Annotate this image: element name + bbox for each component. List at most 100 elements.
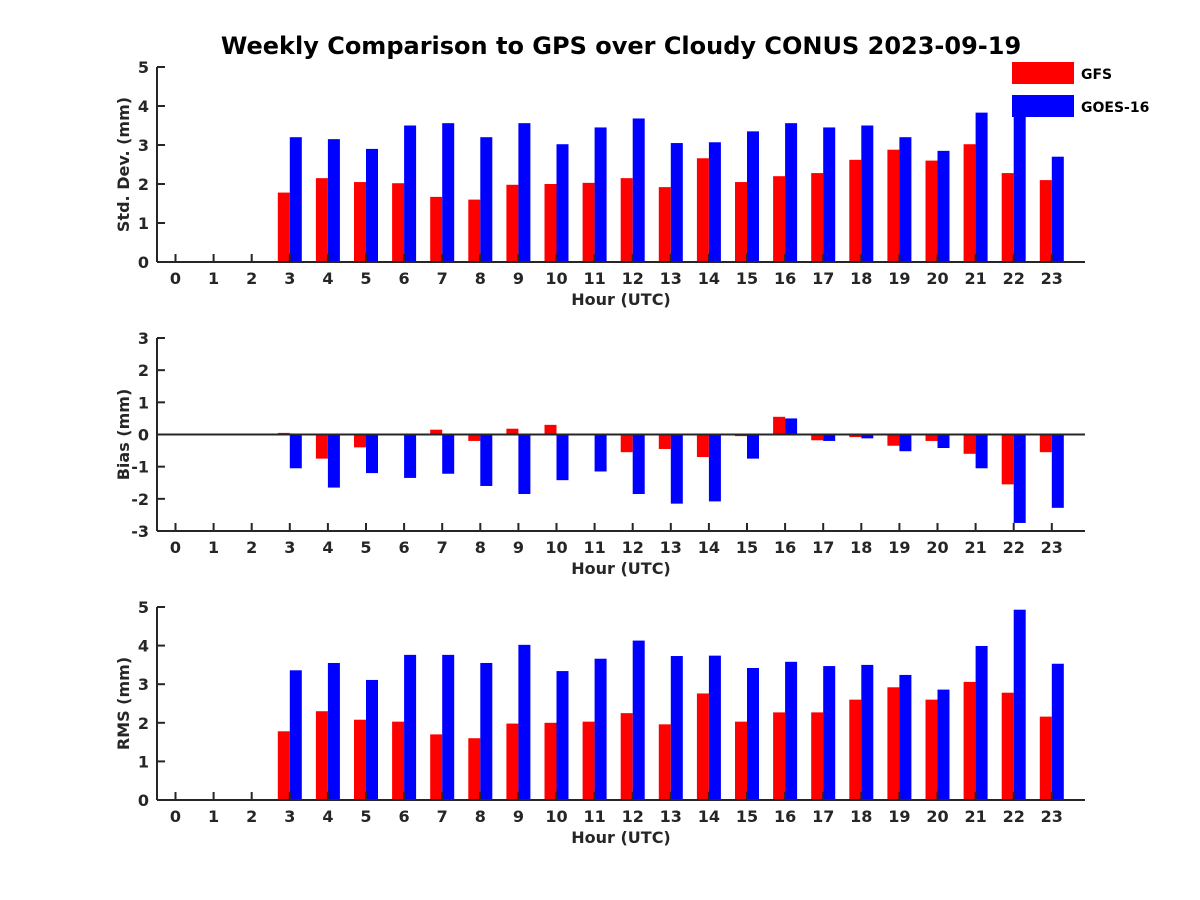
bar-gfs-hour-7 bbox=[430, 429, 443, 435]
bar-goes-16-hour-20 bbox=[937, 150, 950, 262]
x-tick-label: 8 bbox=[475, 269, 486, 288]
x-tick-label: 21 bbox=[964, 807, 986, 826]
bar-goes-16-hour-22 bbox=[1013, 434, 1026, 523]
legend-label-goes-16: GOES-16 bbox=[1081, 100, 1149, 116]
x-tick-label: 20 bbox=[926, 269, 948, 288]
bar-gfs-hour-3 bbox=[277, 192, 290, 262]
x-tick-label: 22 bbox=[1003, 538, 1025, 557]
x-tick-label: 18 bbox=[850, 538, 872, 557]
bar-gfs-hour-23 bbox=[1039, 434, 1052, 453]
x-tick-label: 11 bbox=[583, 269, 605, 288]
bar-goes-16-hour-6 bbox=[404, 125, 417, 262]
bar-gfs-hour-5 bbox=[354, 719, 366, 800]
bar-gfs-hour-21 bbox=[963, 144, 976, 262]
x-tick-label: 3 bbox=[284, 807, 295, 826]
y-tick-label: 2 bbox=[138, 714, 149, 733]
y-tick-label: -3 bbox=[131, 522, 149, 541]
bar-gfs-hour-9 bbox=[506, 428, 519, 435]
bar-gfs-hour-19 bbox=[887, 149, 900, 262]
x-tick-label: 16 bbox=[774, 807, 796, 826]
bar-goes-16-hour-20 bbox=[937, 689, 950, 800]
bar-gfs-hour-6 bbox=[392, 721, 405, 800]
bar-gfs-hour-17 bbox=[811, 434, 824, 441]
bar-goes-16-hour-17 bbox=[823, 434, 836, 441]
bar-gfs-hour-8 bbox=[468, 199, 481, 262]
y-tick-label: -1 bbox=[131, 458, 149, 477]
x-tick-label: 0 bbox=[170, 807, 181, 826]
x-tick-label: 16 bbox=[774, 538, 796, 557]
bar-gfs-hour-5 bbox=[354, 182, 366, 262]
x-tick-label: 15 bbox=[736, 269, 758, 288]
y-tick-label: 2 bbox=[138, 175, 149, 194]
bar-gfs-hour-18 bbox=[849, 699, 862, 800]
bar-gfs-hour-22 bbox=[1001, 173, 1014, 262]
bar-goes-16-hour-9 bbox=[518, 644, 531, 800]
bar-goes-16-hour-17 bbox=[823, 127, 836, 262]
bar-goes-16-hour-3 bbox=[289, 137, 302, 262]
x-tick-label: 0 bbox=[170, 269, 181, 288]
bar-goes-16-hour-5 bbox=[366, 434, 378, 474]
x-tick-label: 4 bbox=[322, 269, 333, 288]
x-tick-label: 3 bbox=[284, 538, 295, 557]
bar-gfs-hour-16 bbox=[773, 176, 786, 262]
x-tick-label: 17 bbox=[812, 269, 834, 288]
x-tick-label: 7 bbox=[437, 269, 448, 288]
x-tick-label: 12 bbox=[622, 807, 644, 826]
x-tick-label: 23 bbox=[1041, 807, 1063, 826]
x-tick-label: 4 bbox=[322, 538, 333, 557]
x-tick-label: 19 bbox=[888, 807, 910, 826]
legend-swatch-gfs bbox=[1012, 62, 1074, 84]
x-tick-label: 11 bbox=[583, 538, 605, 557]
x-tick-label: 8 bbox=[475, 807, 486, 826]
bar-goes-16-hour-23 bbox=[1051, 663, 1064, 800]
x-tick-label: 7 bbox=[437, 807, 448, 826]
y-tick-label: -2 bbox=[131, 490, 149, 509]
y-tick-label: 2 bbox=[138, 361, 149, 380]
x-tick-label: 18 bbox=[850, 269, 872, 288]
bar-goes-16-hour-14 bbox=[708, 142, 721, 262]
x-tick-label: 19 bbox=[888, 269, 910, 288]
bar-gfs-hour-17 bbox=[811, 173, 824, 262]
x-tick-label: 5 bbox=[360, 807, 371, 826]
bar-goes-16-hour-23 bbox=[1051, 434, 1064, 508]
x-tick-label: 11 bbox=[583, 807, 605, 826]
bar-goes-16-hour-7 bbox=[442, 123, 455, 262]
bar-goes-16-hour-4 bbox=[327, 434, 340, 488]
y-axis-label: Std. Dev. (mm) bbox=[114, 97, 133, 232]
bar-gfs-hour-3 bbox=[277, 731, 290, 800]
x-tick-label: 9 bbox=[513, 269, 524, 288]
bar-goes-16-hour-14 bbox=[708, 655, 721, 800]
y-tick-label: 4 bbox=[138, 637, 149, 656]
bar-goes-16-hour-7 bbox=[442, 654, 455, 800]
bar-goes-16-hour-11 bbox=[594, 127, 607, 262]
bar-goes-16-hour-17 bbox=[823, 666, 836, 800]
x-tick-label: 6 bbox=[399, 538, 410, 557]
x-tick-label: 13 bbox=[660, 269, 682, 288]
bar-goes-16-hour-21 bbox=[975, 645, 988, 800]
legend-swatch-goes-16 bbox=[1012, 95, 1074, 117]
bar-goes-16-hour-4 bbox=[327, 662, 340, 800]
x-tick-label: 12 bbox=[622, 269, 644, 288]
bar-gfs-hour-5 bbox=[354, 434, 366, 448]
y-tick-label: 0 bbox=[138, 426, 149, 445]
x-tick-label: 2 bbox=[246, 807, 257, 826]
x-tick-label: 0 bbox=[170, 538, 181, 557]
bar-gfs-hour-14 bbox=[696, 158, 709, 262]
bar-gfs-hour-12 bbox=[620, 434, 633, 453]
bar-goes-16-hour-4 bbox=[327, 139, 340, 262]
bar-gfs-hour-13 bbox=[658, 187, 671, 262]
bar-gfs-hour-12 bbox=[620, 713, 633, 800]
bar-gfs-hour-17 bbox=[811, 712, 824, 800]
y-tick-label: 0 bbox=[138, 253, 149, 272]
bar-gfs-hour-22 bbox=[1001, 434, 1014, 485]
x-tick-label: 15 bbox=[736, 538, 758, 557]
bar-goes-16-hour-20 bbox=[937, 434, 950, 449]
bar-gfs-hour-10 bbox=[544, 722, 557, 800]
bar-gfs-hour-13 bbox=[658, 434, 671, 449]
bar-goes-16-hour-10 bbox=[556, 144, 569, 262]
bar-gfs-hour-8 bbox=[468, 434, 481, 441]
bar-gfs-hour-21 bbox=[963, 434, 976, 454]
y-tick-label: 3 bbox=[138, 675, 149, 694]
bar-gfs-hour-20 bbox=[925, 160, 938, 262]
